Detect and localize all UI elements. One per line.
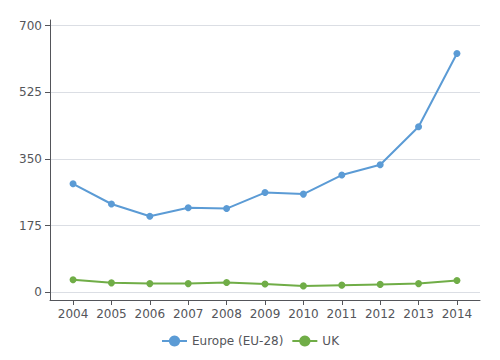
svg-text:2008: 2008 [211, 307, 242, 321]
svg-text:2009: 2009 [250, 307, 281, 321]
svg-text:2007: 2007 [173, 307, 204, 321]
svg-text:2004: 2004 [58, 307, 89, 321]
svg-text:2012: 2012 [365, 307, 396, 321]
svg-text:2006: 2006 [135, 307, 166, 321]
svg-text:175: 175 [19, 219, 42, 233]
svg-text:UK: UK [322, 334, 340, 348]
svg-text:525: 525 [19, 85, 42, 99]
svg-text:0: 0 [34, 285, 42, 299]
svg-text:2014: 2014 [442, 307, 473, 321]
svg-text:2011: 2011 [327, 307, 358, 321]
svg-text:700: 700 [19, 19, 42, 33]
svg-text:2013: 2013 [403, 307, 434, 321]
svg-text:350: 350 [19, 152, 42, 166]
svg-text:2010: 2010 [288, 307, 319, 321]
svg-text:Europe (EU-28): Europe (EU-28) [192, 334, 283, 348]
svg-text:2005: 2005 [96, 307, 127, 321]
